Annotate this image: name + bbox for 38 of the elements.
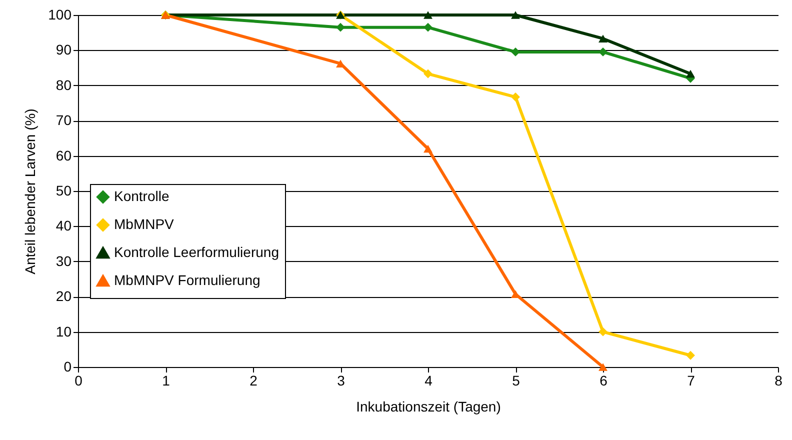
y-tick-label: 60 xyxy=(56,147,72,164)
x-tick-label: 5 xyxy=(512,372,520,388)
point xyxy=(598,327,608,336)
y-tick-label: 70 xyxy=(56,112,72,128)
legend-label: MbMNPV xyxy=(114,216,175,232)
point xyxy=(686,350,695,360)
y-tick-label: 50 xyxy=(56,182,72,198)
point xyxy=(598,34,608,42)
legend-label: Kontrolle xyxy=(114,188,170,204)
x-tick-label: 8 xyxy=(774,372,783,388)
y-axis-title: Anteil lebender Larven (%) xyxy=(22,108,38,274)
y-tick-label: 80 xyxy=(56,76,72,93)
y-tick-label: 100 xyxy=(48,6,72,22)
x-axis-title: Inkubationszeit (Tagen) xyxy=(356,398,501,414)
y-tick-label: 90 xyxy=(56,42,72,58)
y-tick-label: 30 xyxy=(56,252,72,269)
point xyxy=(686,70,695,78)
x-tick-label: 3 xyxy=(337,372,346,388)
point xyxy=(424,69,432,78)
x-tick-label: 4 xyxy=(424,372,433,388)
y-tick-label: 40 xyxy=(56,218,72,234)
point xyxy=(424,144,432,153)
point xyxy=(598,363,608,371)
x-tick-label: 7 xyxy=(687,372,696,388)
point xyxy=(511,11,520,19)
point xyxy=(424,22,432,32)
y-tick-label: 0 xyxy=(64,358,72,374)
x-tick-label: 2 xyxy=(250,372,258,388)
point xyxy=(336,22,345,32)
y-tick-label: 10 xyxy=(56,323,72,340)
x-tick-label: 0 xyxy=(74,372,83,388)
point xyxy=(511,92,520,102)
legend-label: Kontrolle Leerformulierung xyxy=(114,244,279,260)
point xyxy=(424,11,432,19)
x-tick-label: 1 xyxy=(162,372,170,388)
legend-label: MbMNPV Formulierung xyxy=(114,272,260,288)
x-tick-label: 6 xyxy=(600,372,608,388)
y-tick-label: 20 xyxy=(56,288,72,304)
